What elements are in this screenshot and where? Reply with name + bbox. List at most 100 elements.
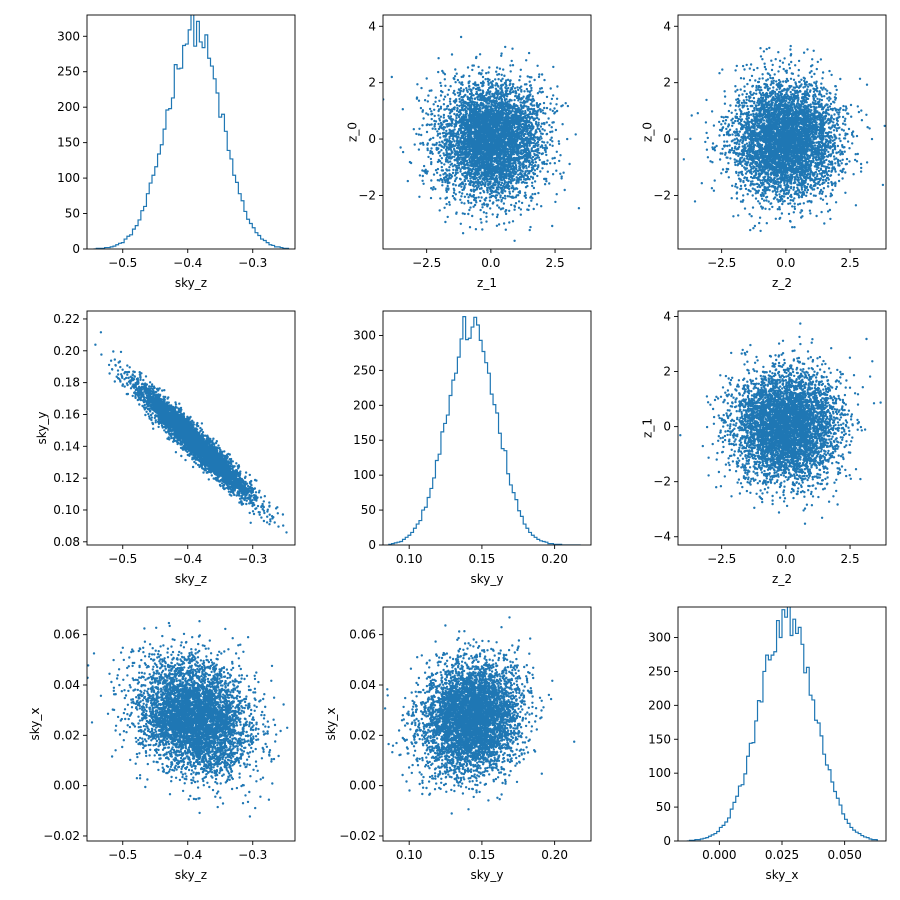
x-tick-label: 2.5: [546, 256, 565, 270]
x-tick-label: −0.4: [173, 256, 202, 270]
y-tick-label: −2: [653, 188, 671, 202]
x-tick-label: 0.025: [765, 848, 799, 862]
axes-frame: [86, 606, 296, 842]
y-tick-label: −0.02: [339, 829, 376, 843]
y-tick-label: 0.10: [53, 503, 80, 517]
x-axis-label: sky_z: [175, 572, 207, 586]
y-tick-label: 0.12: [53, 471, 80, 485]
y-tick-label: −0.02: [43, 829, 80, 843]
scatter-points: [679, 322, 882, 525]
scatter-points: [94, 331, 288, 534]
x-tick-label: 0.15: [469, 552, 496, 566]
x-tick-label: 0.10: [396, 552, 423, 566]
x-tick-label: −2.5: [412, 256, 441, 270]
scatter-points: [682, 44, 886, 233]
axes-frame: [677, 310, 887, 546]
plot-data: [388, 315, 581, 545]
y-tick-label: 4: [663, 19, 671, 33]
y-tick-label: 0.04: [53, 678, 80, 692]
y-tick-label: 0.18: [53, 376, 80, 390]
y-tick-label: 100: [353, 468, 376, 482]
plot-data: [686, 607, 878, 841]
plot-data: [682, 44, 886, 233]
y-tick-label: 150: [353, 433, 376, 447]
y-axis-label: z_1: [641, 418, 655, 438]
x-axis-label: z_2: [772, 572, 792, 586]
axes-frame: [677, 14, 887, 250]
axes-frame: [382, 606, 592, 842]
y-axis-label: z_0: [346, 122, 360, 142]
axes-frame: [86, 14, 296, 250]
subplot-2-3: −2.5 0.0 2.5 −4 −2 0 2 4 z_2 z_1: [641, 310, 887, 586]
y-tick-label: −2: [653, 475, 671, 489]
y-tick-label: 50: [65, 207, 80, 221]
y-tick-label: 250: [648, 664, 671, 678]
y-tick-label: 0: [368, 132, 376, 146]
y-tick-label: 0: [72, 242, 80, 256]
subplot-1-2: −2.5 0.0 2.5 −2 0 2 4 z_1 z_0: [346, 14, 592, 290]
x-tick-label: 0.20: [541, 848, 568, 862]
subplot-2-2: 0.10 0.15 0.20 0 50 100 150 200 250 300 sky_y: [353, 310, 592, 586]
x-tick-label: 0.0: [776, 256, 795, 270]
y-tick-label: 250: [353, 363, 376, 377]
y-tick-label: 0: [663, 132, 671, 146]
x-tick-label: −0.5: [108, 848, 137, 862]
plot-data: [383, 616, 576, 815]
y-tick-label: 0.00: [349, 779, 376, 793]
subplot-3-1: −0.5 −0.4 −0.3 −0.02 0.00 0.02 0.04 0.06 sky_z sk…: [28, 606, 296, 882]
x-tick-label: 0.20: [541, 552, 568, 566]
subplot-3-2: 0.10 0.15 0.20 −0.02 0.00 0.02 0.04 0.06 sky_y sk…: [324, 606, 592, 882]
y-tick-label: 0.02: [349, 728, 376, 742]
y-tick-label: −4: [653, 530, 671, 544]
x-tick-label: 0.15: [469, 848, 496, 862]
y-tick-label: 0.08: [53, 535, 80, 549]
x-tick-label: 0.0: [776, 552, 795, 566]
plot-data: [94, 331, 288, 534]
histogram-step: [388, 315, 581, 545]
y-tick-label: 300: [353, 328, 376, 342]
x-tick-label: −0.4: [173, 848, 202, 862]
x-axis-label: z_1: [477, 276, 497, 290]
plot-data: [93, 15, 290, 249]
subplot-1-3: −2.5 0.0 2.5 −2 0 2 4 z_2 z_0: [641, 14, 887, 290]
y-axis-label: z_0: [641, 122, 655, 142]
y-tick-label: 2: [663, 76, 671, 90]
y-tick-label: 0: [663, 420, 671, 434]
x-axis-label: z_2: [772, 276, 792, 290]
x-tick-label: 2.5: [841, 552, 860, 566]
axes-frame: [382, 14, 592, 250]
y-tick-label: 150: [57, 136, 80, 150]
x-tick-label: 0.10: [396, 848, 423, 862]
y-tick-label: 0.06: [53, 628, 80, 642]
y-tick-label: 200: [57, 100, 80, 114]
y-tick-label: 100: [57, 171, 80, 185]
y-tick-label: 2: [663, 365, 671, 379]
x-axis-label: sky_z: [175, 276, 207, 290]
x-tick-label: −0.5: [108, 552, 137, 566]
x-tick-label: 0.000: [702, 848, 736, 862]
x-axis-label: sky_y: [471, 868, 504, 882]
y-tick-label: 0.04: [349, 678, 376, 692]
x-tick-label: −0.3: [238, 256, 267, 270]
y-tick-label: 150: [648, 732, 671, 746]
y-tick-label: 0: [368, 538, 376, 552]
subplot-3-3: 0.000 0.025 0.050 0 50 100 150 200 250 300 sky_x: [648, 606, 887, 882]
y-tick-label: 0.20: [53, 344, 80, 358]
x-tick-label: −2.5: [707, 552, 736, 566]
y-tick-label: 300: [648, 631, 671, 645]
histogram-step: [686, 607, 878, 841]
y-tick-label: −2: [358, 188, 376, 202]
y-tick-label: 0.06: [349, 628, 376, 642]
y-tick-label: 300: [57, 29, 80, 43]
y-tick-label: 50: [656, 800, 671, 814]
axes-frame: [382, 310, 592, 546]
scatter-points: [87, 620, 289, 818]
y-tick-label: 4: [368, 19, 376, 33]
y-tick-label: 100: [648, 766, 671, 780]
y-tick-label: 250: [57, 65, 80, 79]
scatter-points: [383, 616, 576, 815]
x-tick-label: −2.5: [707, 256, 736, 270]
plot-data: [679, 322, 882, 525]
y-tick-label: 2: [368, 76, 376, 90]
